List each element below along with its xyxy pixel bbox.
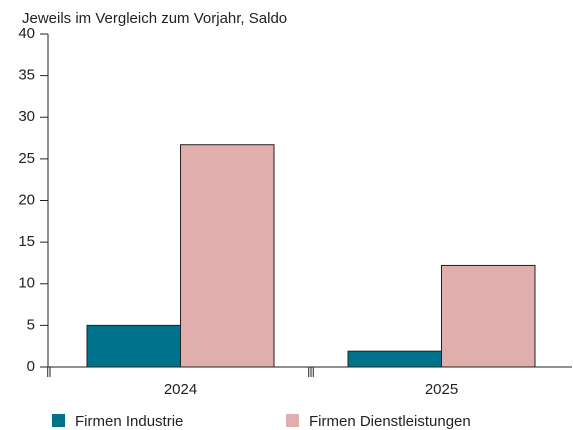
legend-label: Firmen Dienstleistungen [309, 413, 471, 430]
y-tick-label: 20 [18, 191, 35, 208]
legend-swatch [52, 414, 65, 427]
y-tick-label: 10 [18, 275, 35, 292]
y-tick-label: 15 [18, 233, 35, 250]
legend-label: Firmen Industrie [75, 413, 183, 430]
y-tick-label: 5 [27, 316, 35, 333]
y-tick-label: 30 [18, 108, 35, 125]
bar [441, 264, 536, 368]
y-tick-label: 40 [18, 25, 35, 42]
legend-swatch [286, 414, 299, 427]
y-tick-label: 35 [18, 67, 35, 84]
y-tick-label: 25 [18, 150, 35, 167]
y-tick-label: 0 [27, 358, 35, 375]
bar [86, 324, 181, 368]
x-tick-label: 2025 [425, 381, 458, 398]
bar [180, 144, 275, 368]
chart-title: Jeweils im Vergleich zum Vorjahr, Saldo [22, 10, 287, 27]
bar [347, 350, 442, 368]
x-tick-label: 2024 [164, 381, 197, 398]
